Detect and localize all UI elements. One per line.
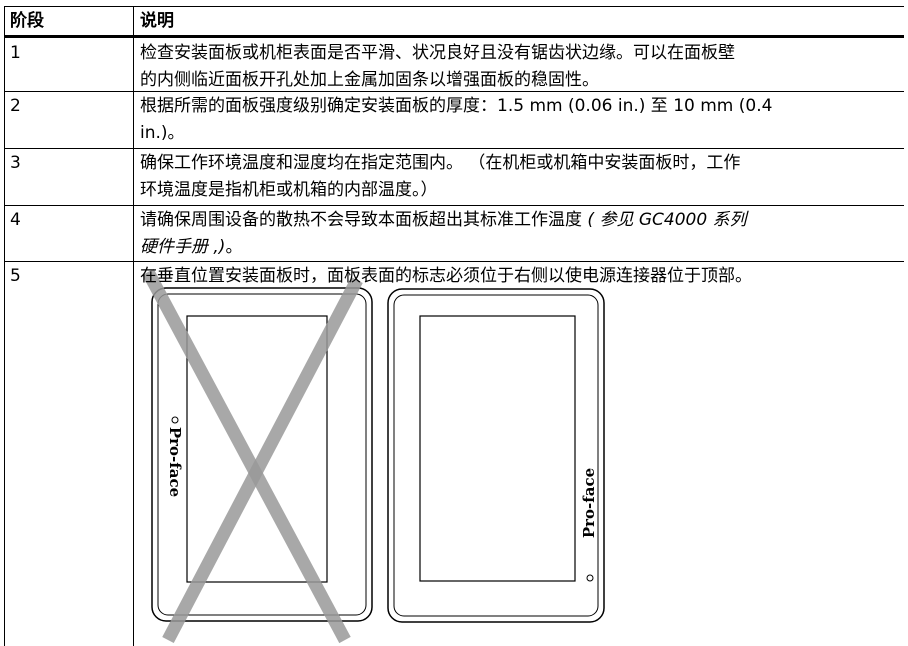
panel-logo: Pro-face bbox=[580, 468, 598, 538]
text-segment: ( 参见 GC4000 系列 bbox=[587, 210, 747, 230]
description: 检查安装面板或机柜表面是否平滑、状况良好且没有锯齿状边缘。可以在面板壁 的内侧临近… bbox=[140, 40, 735, 94]
cross-line bbox=[142, 268, 351, 644]
row-rule bbox=[4, 261, 904, 262]
panel-led bbox=[171, 416, 179, 424]
panel-logo: Pro-face bbox=[166, 427, 184, 497]
text-line: 请确保周围设备的散热不会导致本面板超出其标准工作温度 ( 参见 GC4000 系… bbox=[140, 207, 747, 234]
text-line: 根据所需的面板强度级别确定安装面板的厚度：1.5 mm (0.06 in.) 至… bbox=[140, 93, 772, 120]
text-segment: 确保工作环境温度和湿度均在指定范围内。 （在机柜或机箱中安装面板时，工作 bbox=[140, 153, 741, 173]
text-line: 检查安装面板或机柜表面是否平滑、状况良好且没有锯齿状边缘。可以在面板壁 bbox=[140, 40, 735, 67]
header-rule bbox=[4, 35, 904, 38]
text-line: 环境温度是指机柜或机箱的内部温度。） bbox=[140, 177, 740, 204]
panel-bezel bbox=[157, 293, 367, 616]
panel-screen bbox=[419, 315, 576, 582]
text-segment: 。 bbox=[225, 237, 243, 257]
text-segment: 请确保周围设备的散热不会导致本面板超出其标准工作温度 bbox=[140, 210, 588, 230]
step-number: 1 bbox=[10, 43, 21, 63]
text-segment: in.)。 bbox=[140, 123, 185, 143]
text-segment: 在垂直位置安装面板时，面板表面的标志必须位于右侧以使电源连接器位于顶部。 bbox=[140, 266, 752, 286]
panel-screen bbox=[186, 315, 328, 583]
text-segment: 检查安装面板或机柜表面是否平滑、状况良好且没有锯齿状边缘。可以在面板壁 bbox=[140, 43, 735, 63]
header-step: 阶段 bbox=[10, 11, 44, 31]
text-segment: 的内侧临近面板开孔处加上金属加固条以增强面板的稳固性。 bbox=[140, 70, 599, 90]
text-segment: 硬件手册 ,) bbox=[140, 237, 226, 257]
text-line: 确保工作环境温度和湿度均在指定范围内。 （在机柜或机箱中安装面板时，工作 bbox=[140, 150, 740, 177]
step-number: 2 bbox=[10, 96, 21, 116]
text-line: 在垂直位置安装面板时，面板表面的标志必须位于右侧以使电源连接器位于顶部。 bbox=[140, 263, 752, 290]
row-rule bbox=[4, 148, 904, 149]
description: 确保工作环境温度和湿度均在指定范围内。 （在机柜或机箱中安装面板时，工作 环境温度… bbox=[140, 150, 740, 204]
step-number: 4 bbox=[10, 210, 21, 230]
text-segment: 环境温度是指机柜或机箱的内部温度。） bbox=[140, 180, 438, 200]
description: 在垂直位置安装面板时，面板表面的标志必须位于右侧以使电源连接器位于顶部。 bbox=[140, 263, 752, 290]
text-line: in.)。 bbox=[140, 120, 772, 147]
table-top-rule bbox=[4, 6, 904, 7]
step-number: 3 bbox=[10, 153, 21, 173]
row-rule bbox=[4, 205, 904, 206]
panel-bezel bbox=[393, 294, 599, 617]
panel-frame bbox=[151, 287, 373, 622]
text-line: 的内侧临近面板开孔处加上金属加固条以增强面板的稳固性。 bbox=[140, 67, 735, 94]
description: 根据所需的面板强度级别确定安装面板的厚度：1.5 mm (0.06 in.) 至… bbox=[140, 93, 772, 147]
step-number: 5 bbox=[10, 266, 21, 286]
header-description: 说明 bbox=[140, 11, 174, 31]
text-segment: 根据所需的面板强度级别确定安装面板的厚度：1.5 mm (0.06 in.) 至… bbox=[140, 96, 773, 116]
panel-frame bbox=[387, 288, 605, 623]
cross-line bbox=[162, 276, 363, 644]
row-rule bbox=[4, 91, 904, 92]
column-rule bbox=[133, 6, 134, 646]
panel-led bbox=[586, 574, 594, 582]
description: 请确保周围设备的散热不会导致本面板超出其标准工作温度 ( 参见 GC4000 系… bbox=[140, 207, 747, 261]
text-line: 硬件手册 ,)。 bbox=[140, 234, 747, 261]
table-left-rule bbox=[4, 6, 5, 646]
